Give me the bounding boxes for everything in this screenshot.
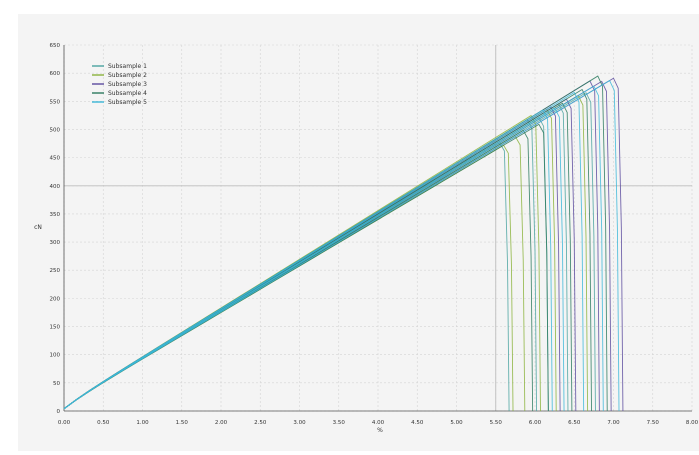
y-tick-label: 200 [50, 296, 61, 302]
y-tick-label: 600 [50, 71, 61, 77]
series-line-3-curve-2 [63, 80, 612, 412]
y-tick-label: 450 [50, 156, 61, 162]
legend-item[interactable]: Subsample 5 [92, 99, 147, 106]
x-tick-label: 2.00 [215, 420, 228, 426]
y-tick-label: 50 [53, 381, 60, 387]
y-tick-label: 0 [57, 409, 61, 415]
series-line-5-curve-3 [63, 79, 620, 412]
x-tick-label: 6.00 [529, 420, 542, 426]
x-tick-label: 1.50 [176, 420, 189, 426]
y-tick-labels: 0 50 100 150 200 250 300 350 400 450 500 550 600 650 [50, 43, 61, 415]
x-tick-label: 5.00 [450, 420, 463, 426]
series-line-2-curve-1 [63, 136, 526, 412]
legend-item[interactable]: Subsample 2 [92, 72, 147, 79]
series-line-2-curve-5 [63, 144, 514, 412]
legend-label: Subsample 1 [108, 63, 147, 70]
y-axis-title: cN [34, 224, 42, 231]
x-tick-label: 2.50 [254, 420, 267, 426]
x-tick-label: 1.00 [136, 420, 149, 426]
series-line-1-curve-4 [63, 92, 596, 412]
y-tick-label: 650 [50, 43, 61, 49]
legend-label: Subsample 3 [108, 81, 147, 88]
y-tick-label: 550 [50, 99, 61, 105]
x-tick-label: 4.00 [372, 420, 385, 426]
series-line-5-curve-4 [63, 109, 553, 412]
series-lines [63, 75, 624, 412]
grid-lines [63, 44, 693, 412]
series-line-1-curve-1 [63, 142, 510, 412]
x-axis-title: % [377, 427, 383, 434]
legend-label: Subsample 2 [108, 72, 147, 79]
x-tick-label: 3.00 [293, 420, 306, 426]
y-tick-label: 100 [50, 353, 61, 359]
y-tick-label: 300 [50, 240, 61, 246]
x-tick-label: 4.50 [411, 420, 424, 426]
series-line-4-curve-1 [63, 123, 549, 412]
legend[interactable]: Subsample 1 Subsample 2 Subsample 3 Subsamp… [92, 63, 147, 106]
y-tick-label: 350 [50, 212, 61, 218]
y-tick-label: 150 [50, 325, 61, 331]
x-tick-label: 0.00 [58, 420, 71, 426]
legend-label: Subsample 5 [108, 99, 147, 106]
x-tick-label: 7.00 [607, 420, 620, 426]
legend-label: Subsample 4 [108, 90, 147, 97]
legend-item[interactable]: Subsample 4 [92, 90, 147, 97]
x-tick-label: 8.00 [686, 420, 699, 426]
series-line-5-curve-5 [63, 85, 604, 412]
y-tick-label: 500 [50, 127, 61, 133]
x-tick-labels: 0.00 0.50 1.00 1.50 2.00 2.50 3.00 3.50 4.00 4.50… [58, 420, 699, 426]
series-line-4-curve-4 [63, 129, 534, 412]
legend-item[interactable]: Subsample 1 [92, 63, 147, 70]
x-tick-label: 6.50 [568, 420, 581, 426]
x-tick-label: 0.50 [97, 420, 110, 426]
x-tick-label: 5.50 [490, 420, 503, 426]
y-tick-label: 250 [50, 268, 61, 274]
y-tick-label: 400 [50, 184, 61, 190]
x-tick-label: 3.50 [333, 420, 346, 426]
x-tick-label: 7.50 [647, 420, 660, 426]
legend-item[interactable]: Subsample 3 [92, 81, 147, 88]
